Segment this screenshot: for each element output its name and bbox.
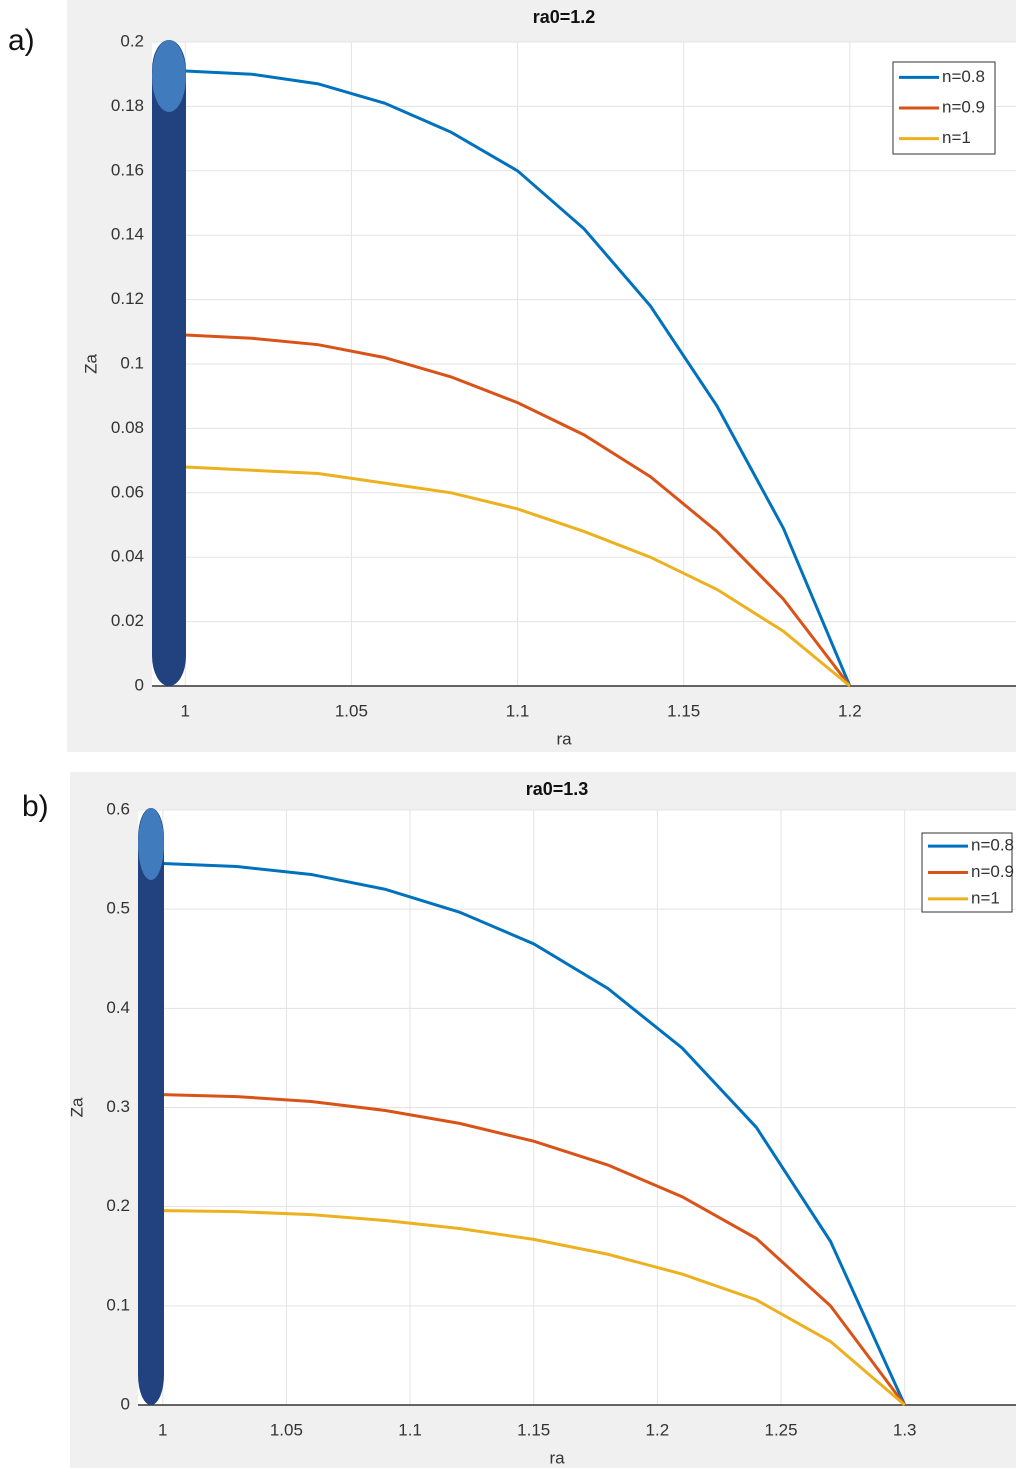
series-line <box>185 333 852 687</box>
y-tick-label: 0.5 <box>106 899 130 918</box>
y-tick-label: 0.16 <box>111 160 144 179</box>
series-line <box>162 862 907 1406</box>
y-tick-label: 0.04 <box>111 547 144 566</box>
panel-label: a) <box>8 24 35 57</box>
x-tick-label: 1.15 <box>517 1420 550 1439</box>
legend-label: n=0.9 <box>942 97 985 116</box>
y-tick-label: 0.06 <box>111 482 144 501</box>
y-tick-label: 0.4 <box>106 998 130 1017</box>
x-tick-label: 1.1 <box>398 1420 422 1439</box>
chart-title: ra0=1.2 <box>533 7 596 27</box>
series-line <box>162 1093 906 1406</box>
marker-bar <box>138 808 164 1405</box>
marker-bar <box>152 40 186 686</box>
legend-label: n=0.8 <box>971 836 1014 855</box>
marker-top <box>138 808 164 880</box>
x-tick-label: 1 <box>180 701 189 720</box>
panel-label: b) <box>22 790 49 823</box>
y-tick-label: 0.12 <box>111 289 144 308</box>
y-tick-label: 0.1 <box>106 1295 130 1314</box>
x-tick-label: 1.1 <box>506 701 530 720</box>
y-tick-label: 0.02 <box>111 611 144 630</box>
x-tick-label: 1.05 <box>335 701 368 720</box>
x-tick-label: 1 <box>158 1420 167 1439</box>
legend-label: n=1 <box>942 128 971 147</box>
y-tick-label: 0.2 <box>120 31 144 50</box>
x-axis-label: ra <box>556 729 572 748</box>
y-tick-label: 0 <box>135 675 144 694</box>
series-line <box>162 1209 906 1407</box>
legend-label: n=1 <box>971 888 1000 907</box>
x-tick-label: 1.25 <box>764 1420 797 1439</box>
x-axis-label: ra <box>549 1448 565 1467</box>
x-tick-label: 1.05 <box>270 1420 303 1439</box>
x-tick-label: 1.2 <box>646 1420 670 1439</box>
chart-title: ra0=1.3 <box>526 779 589 799</box>
marker-top <box>152 40 186 112</box>
y-tick-label: 0.08 <box>111 418 144 437</box>
y-axis-label: Za <box>81 354 100 374</box>
x-tick-label: 1.15 <box>667 701 700 720</box>
x-tick-label: 1.2 <box>838 701 862 720</box>
legend-label: n=0.9 <box>971 862 1014 881</box>
y-axis-label: Za <box>67 1097 86 1117</box>
legend-label: n=0.8 <box>942 67 985 86</box>
y-tick-label: 0.2 <box>106 1196 130 1215</box>
y-tick-label: 0.3 <box>106 1097 130 1116</box>
y-tick-label: 0.6 <box>106 799 130 818</box>
y-tick-label: 0.14 <box>111 225 144 244</box>
series-line <box>185 69 852 687</box>
y-tick-label: 0.18 <box>111 96 144 115</box>
x-tick-label: 1.3 <box>893 1420 917 1439</box>
y-tick-label: 0 <box>121 1394 130 1413</box>
series-line <box>185 465 851 688</box>
y-tick-label: 0.1 <box>120 353 144 372</box>
